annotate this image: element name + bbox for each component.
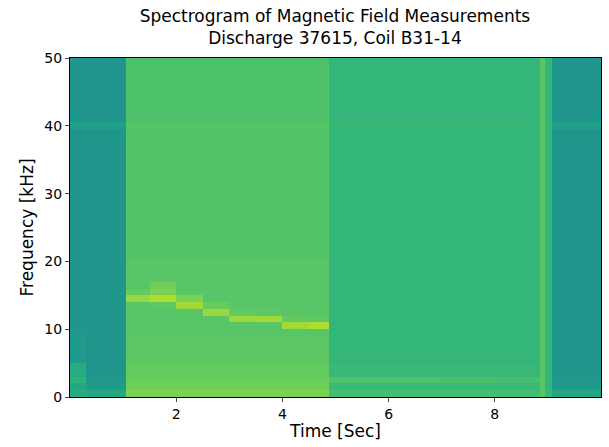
svg-text:2: 2 [172, 406, 181, 422]
svg-text:0: 0 [53, 389, 62, 405]
svg-text:4: 4 [278, 406, 287, 422]
svg-text:6: 6 [384, 406, 393, 422]
svg-text:Spectrogram of Magnetic Field: Spectrogram of Magnetic Field Measuremen… [140, 6, 531, 48]
svg-text:50: 50 [44, 50, 62, 66]
svg-text:20: 20 [44, 253, 62, 269]
svg-text:Frequency [kHz]: Frequency [kHz] [17, 158, 37, 296]
svg-text:8: 8 [490, 406, 499, 422]
svg-text:40: 40 [44, 118, 62, 134]
svg-text:30: 30 [44, 186, 62, 202]
svg-text:Time [Sec]: Time [Sec] [289, 421, 381, 441]
svg-text:10: 10 [44, 321, 62, 337]
